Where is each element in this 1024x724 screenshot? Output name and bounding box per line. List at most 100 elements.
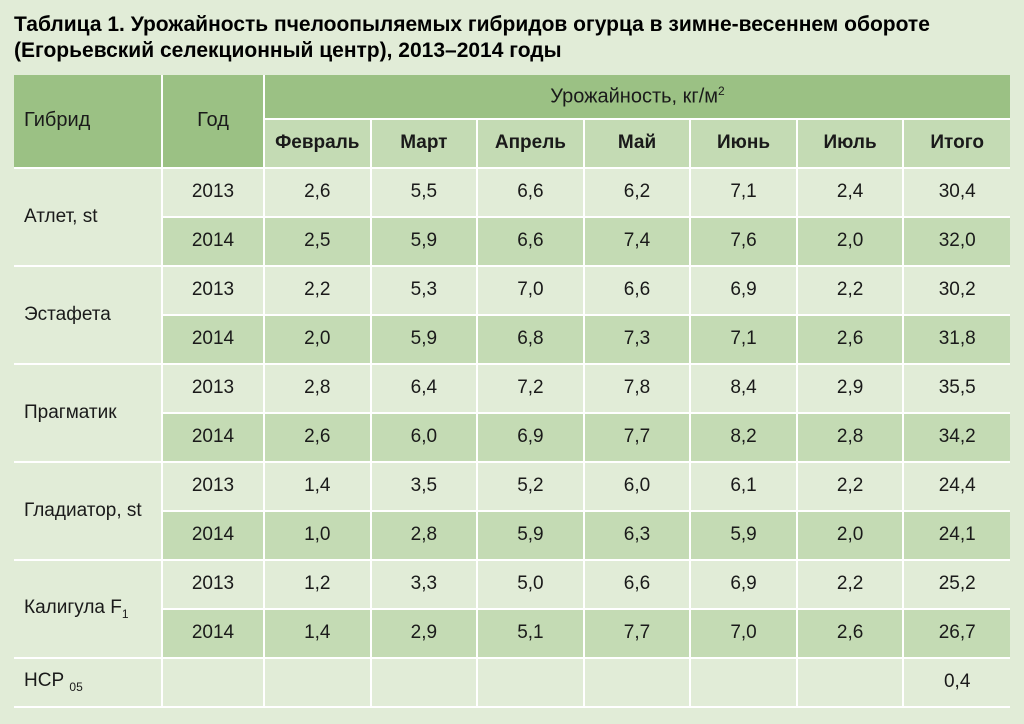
footer-cell	[584, 658, 691, 707]
total-cell: 32,0	[903, 217, 1010, 266]
total-cell: 34,2	[903, 413, 1010, 462]
value-cell: 5,1	[477, 609, 584, 658]
hybrid-name-sub: 1	[122, 606, 129, 620]
table-title: Таблица 1. Урожайность пчелоопыляемых ги…	[14, 12, 1010, 65]
total-cell: 31,8	[903, 315, 1010, 364]
total-cell: 25,2	[903, 560, 1010, 609]
footer-cell	[797, 658, 904, 707]
year-cell: 2013	[162, 168, 264, 217]
hybrid-name-pre: Калигула F	[24, 597, 122, 618]
header-year: Год	[162, 75, 264, 168]
value-cell: 5,3	[371, 266, 478, 315]
table-row: Прагматик20132,86,47,27,88,42,935,5	[14, 364, 1010, 413]
value-cell: 1,2	[264, 560, 371, 609]
value-cell: 2,6	[797, 315, 904, 364]
value-cell: 2,8	[264, 364, 371, 413]
total-cell: 30,4	[903, 168, 1010, 217]
year-cell: 2014	[162, 413, 264, 462]
table-row: 20141,02,85,96,35,92,024,1	[14, 511, 1010, 560]
footer-label: НСР 05	[14, 658, 162, 707]
value-cell: 7,1	[690, 168, 797, 217]
footer-cell	[371, 658, 478, 707]
value-cell: 2,6	[797, 609, 904, 658]
table-row: 20141,42,95,17,77,02,626,7	[14, 609, 1010, 658]
value-cell: 6,8	[477, 315, 584, 364]
value-cell: 7,2	[477, 364, 584, 413]
hybrid-name: Атлет, st	[14, 168, 162, 266]
header-hybrid: Гибрид	[14, 75, 162, 168]
value-cell: 2,5	[264, 217, 371, 266]
yield-table: Гибрид Год Урожайность, кг/м2 Февраль Ма…	[14, 75, 1010, 708]
value-cell: 7,8	[584, 364, 691, 413]
value-cell: 2,2	[264, 266, 371, 315]
value-cell: 2,4	[797, 168, 904, 217]
footer-empty	[162, 658, 264, 707]
year-cell: 2014	[162, 315, 264, 364]
value-cell: 6,1	[690, 462, 797, 511]
table-row-footer: НСР 05 0,4	[14, 658, 1010, 707]
value-cell: 7,1	[690, 315, 797, 364]
value-cell: 2,8	[797, 413, 904, 462]
value-cell: 5,9	[371, 217, 478, 266]
total-cell: 24,4	[903, 462, 1010, 511]
value-cell: 7,4	[584, 217, 691, 266]
table-row: 20142,05,96,87,37,12,631,8	[14, 315, 1010, 364]
table-row: 20142,55,96,67,47,62,032,0	[14, 217, 1010, 266]
table-row: 20142,66,06,97,78,22,834,2	[14, 413, 1010, 462]
value-cell: 3,5	[371, 462, 478, 511]
value-cell: 2,2	[797, 266, 904, 315]
year-cell: 2013	[162, 266, 264, 315]
value-cell: 5,9	[477, 511, 584, 560]
value-cell: 7,6	[690, 217, 797, 266]
total-cell: 30,2	[903, 266, 1010, 315]
value-cell: 6,6	[584, 266, 691, 315]
value-cell: 3,3	[371, 560, 478, 609]
header-month-3: Май	[584, 119, 691, 168]
value-cell: 6,0	[371, 413, 478, 462]
value-cell: 7,0	[477, 266, 584, 315]
header-month-4: Июнь	[690, 119, 797, 168]
footer-label-pre: НСР	[24, 670, 69, 691]
table-row: Гладиатор, st20131,43,55,26,06,12,224,4	[14, 462, 1010, 511]
value-cell: 6,2	[584, 168, 691, 217]
value-cell: 2,9	[371, 609, 478, 658]
year-cell: 2013	[162, 364, 264, 413]
header-month-2: Апрель	[477, 119, 584, 168]
value-cell: 5,9	[690, 511, 797, 560]
table-row: Атлет, st20132,65,56,66,27,12,430,4	[14, 168, 1010, 217]
value-cell: 6,0	[584, 462, 691, 511]
footer-label-sub: 05	[69, 680, 82, 694]
year-cell: 2013	[162, 560, 264, 609]
year-cell: 2014	[162, 609, 264, 658]
year-cell: 2013	[162, 462, 264, 511]
hybrid-name: Прагматик	[14, 364, 162, 462]
value-cell: 7,7	[584, 413, 691, 462]
value-cell: 7,7	[584, 609, 691, 658]
yield-label: Урожайность, кг/м	[550, 85, 718, 107]
hybrid-name: Гладиатор, st	[14, 462, 162, 560]
value-cell: 6,6	[477, 168, 584, 217]
value-cell: 2,0	[264, 315, 371, 364]
year-cell: 2014	[162, 511, 264, 560]
value-cell: 2,6	[264, 168, 371, 217]
value-cell: 5,0	[477, 560, 584, 609]
value-cell: 6,3	[584, 511, 691, 560]
total-cell: 26,7	[903, 609, 1010, 658]
footer-total: 0,4	[903, 658, 1010, 707]
value-cell: 2,8	[371, 511, 478, 560]
value-cell: 7,3	[584, 315, 691, 364]
value-cell: 6,9	[690, 560, 797, 609]
value-cell: 2,2	[797, 560, 904, 609]
value-cell: 6,6	[477, 217, 584, 266]
value-cell: 2,6	[264, 413, 371, 462]
value-cell: 5,2	[477, 462, 584, 511]
header-month-1: Март	[371, 119, 478, 168]
value-cell: 8,2	[690, 413, 797, 462]
footer-cell	[690, 658, 797, 707]
year-cell: 2014	[162, 217, 264, 266]
value-cell: 7,0	[690, 609, 797, 658]
header-month-5: Июль	[797, 119, 904, 168]
value-cell: 8,4	[690, 364, 797, 413]
footer-cell	[264, 658, 371, 707]
header-yield: Урожайность, кг/м2	[264, 75, 1010, 119]
